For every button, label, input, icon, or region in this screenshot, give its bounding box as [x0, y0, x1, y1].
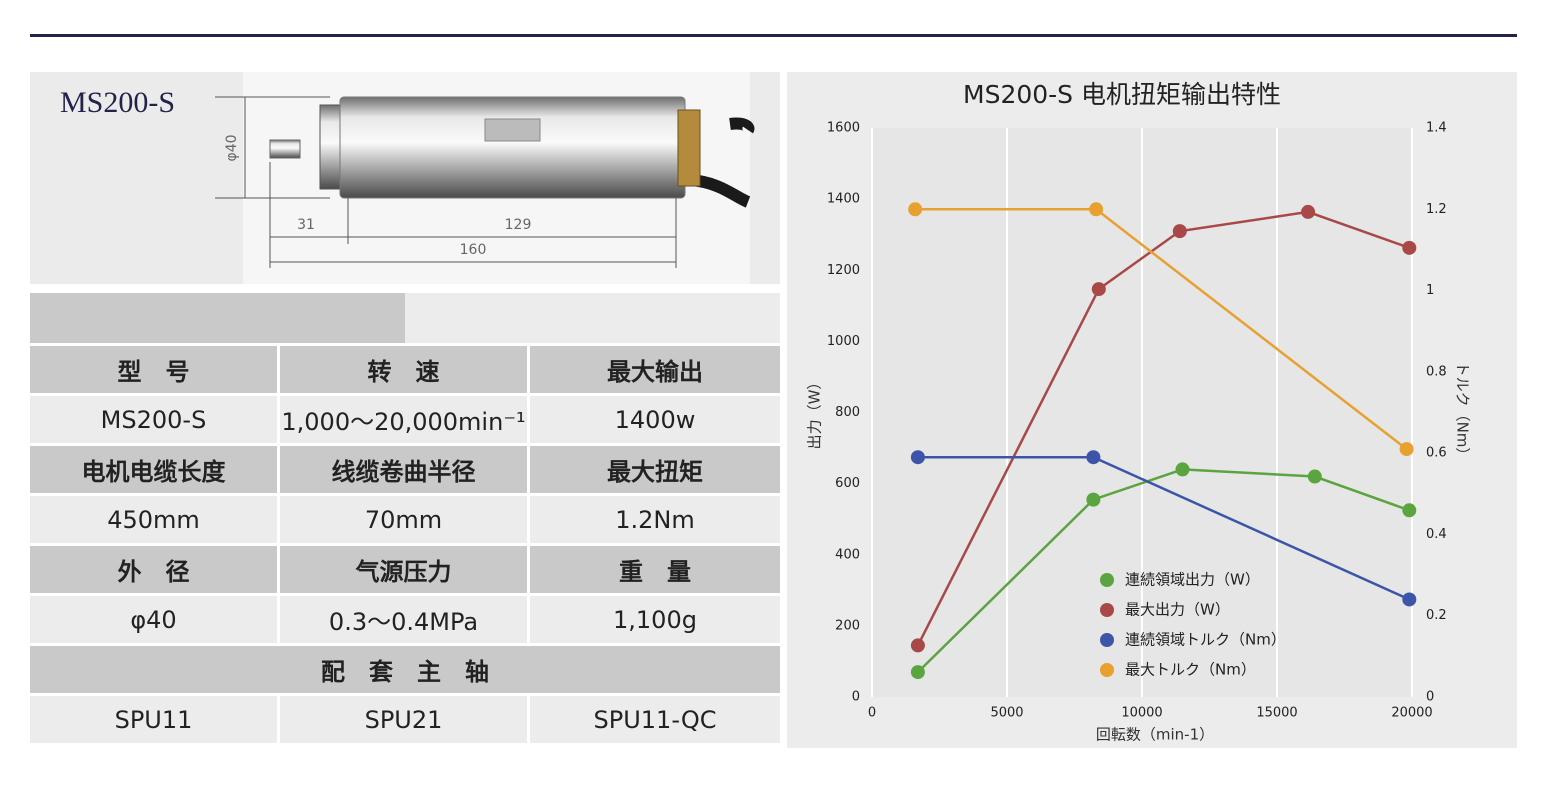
y-tick-label: 600 [835, 476, 860, 491]
table-cell: 1,100g [530, 596, 780, 643]
y-tick-label: 1400 [827, 192, 860, 207]
y2-tick-label: 0.8 [1426, 364, 1447, 379]
point [1091, 282, 1106, 297]
table-header-cell: 线缆卷曲半径 [280, 446, 527, 493]
point [1402, 592, 1417, 607]
product-image: MS200-S φ40 31 129 160 [30, 72, 780, 284]
table-header-tab [30, 293, 405, 343]
table-cell: 0.3～0.4MPa [280, 596, 527, 643]
y2-tick-label: 0.4 [1426, 527, 1447, 542]
table-header-cell: 外 径 [30, 546, 277, 593]
dim-diameter: φ40 [224, 134, 240, 161]
point [1172, 224, 1187, 239]
y2-tick-label: 1.2 [1426, 202, 1447, 217]
legend-marker [1100, 573, 1114, 587]
x-tick-label: 0 [868, 706, 876, 721]
point [1301, 204, 1316, 219]
y2-axis-label: トルク（Nm） [1454, 362, 1472, 463]
y-axis-label: 出力（W） [806, 375, 824, 450]
top-rule [30, 34, 1517, 37]
y2-tick-label: 0 [1426, 690, 1434, 705]
table-cell: 1,000～20,000min⁻¹ [280, 396, 527, 443]
point [910, 638, 925, 653]
table-header-cell: 气源压力 [280, 546, 527, 593]
table-cell: SPU21 [280, 696, 527, 743]
y-tick-label: 1600 [827, 121, 860, 136]
point [1402, 240, 1417, 255]
chart-title: MS200-S 电机扭矩输出特性 [963, 80, 1281, 109]
table-cell: 70mm [280, 496, 527, 543]
table-header-cell: 重 量 [530, 546, 780, 593]
y2-tick-label: 0.2 [1426, 608, 1447, 623]
y-tick-label: 1000 [827, 334, 860, 349]
dim-body: 129 [505, 217, 532, 233]
table-cell: MS200-S [30, 396, 277, 443]
legend-label: 最大出力（W） [1125, 601, 1230, 619]
point [910, 665, 925, 680]
point [1402, 503, 1417, 518]
legend-label: 最大トルク（Nm） [1125, 661, 1256, 679]
legend-marker [1100, 633, 1114, 647]
dim-front: 31 [297, 217, 315, 233]
table-cell: 1400w [530, 396, 780, 443]
y-tick-label: 200 [835, 618, 860, 633]
legend-label: 連続領域トルク（Nm） [1125, 631, 1286, 649]
x-tick-label: 15000 [1256, 706, 1297, 721]
x-tick-label: 5000 [990, 706, 1023, 721]
point [1086, 450, 1101, 465]
table-cell: φ40 [30, 596, 277, 643]
table-header-cell: 转 速 [280, 346, 527, 393]
point [1089, 202, 1104, 217]
table-header-cell: 电机电缆长度 [30, 446, 277, 493]
legend-marker [1100, 663, 1114, 677]
point [910, 450, 925, 465]
point [1175, 462, 1190, 477]
y-tick-label: 0 [852, 690, 860, 705]
table-header-cell: 最大输出 [530, 346, 780, 393]
table-header-cell: 配 套 主 轴 [30, 646, 780, 693]
legend-marker [1100, 603, 1114, 617]
y-tick-label: 400 [835, 547, 860, 562]
y2-tick-label: 1.4 [1426, 121, 1447, 136]
y2-tick-label: 0.6 [1426, 446, 1447, 461]
point [1086, 492, 1101, 507]
point [1399, 442, 1414, 457]
table-header-cell: 型 号 [30, 346, 277, 393]
model-label: MS200-S [60, 86, 175, 119]
table-cell: 1.2Nm [530, 496, 780, 543]
table-header-cell: 最大扭矩 [530, 446, 780, 493]
dim-total: 160 [460, 242, 487, 258]
y-tick-label: 1200 [827, 263, 860, 278]
y-tick-label: 800 [835, 405, 860, 420]
point [1307, 469, 1322, 484]
y2-tick-label: 1 [1426, 283, 1434, 298]
table-cell: SPU11-QC [530, 696, 780, 743]
table-cell: 450mm [30, 496, 277, 543]
legend-label: 連続領域出力（W） [1125, 571, 1260, 589]
x-tick-label: 20000 [1391, 706, 1432, 721]
x-tick-label: 10000 [1121, 706, 1162, 721]
point [908, 202, 923, 217]
x-axis-label: 回転数（min-1） [1096, 726, 1214, 744]
table-cell: SPU11 [30, 696, 277, 743]
